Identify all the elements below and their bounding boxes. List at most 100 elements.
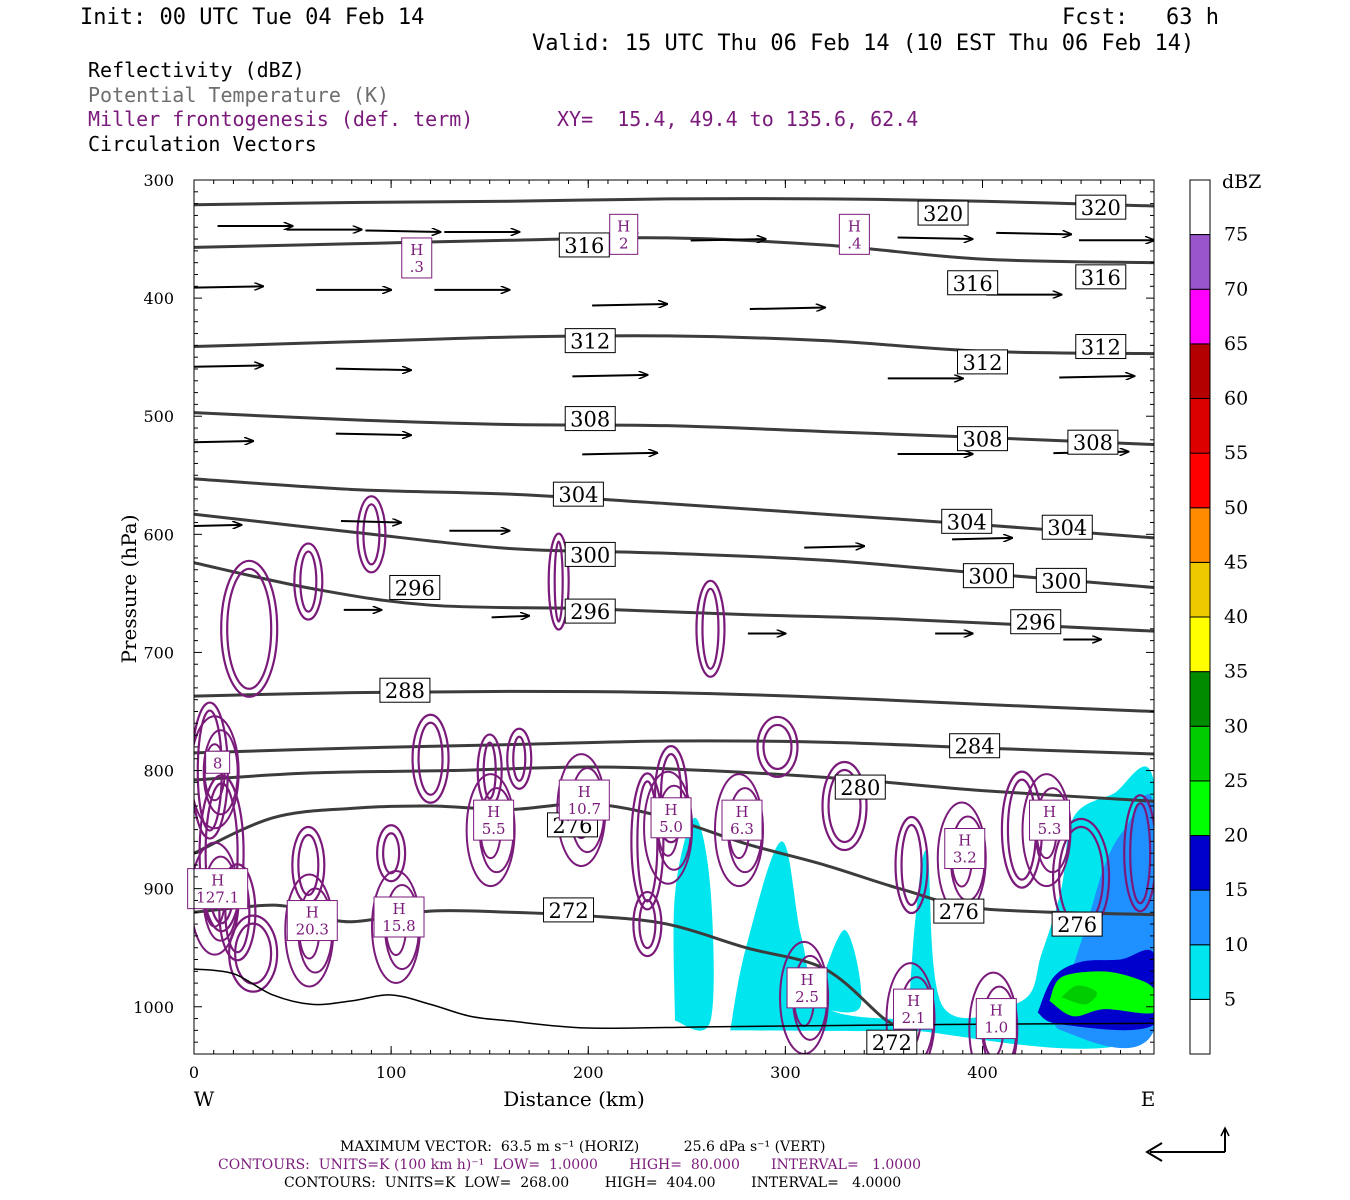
theta-label-text: 312	[570, 330, 610, 354]
theta-label-text: 296	[1016, 611, 1056, 635]
theta-label-text: 304	[1047, 516, 1087, 540]
theta-contour-label: 312	[957, 349, 1009, 375]
theta-label-text: 312	[1081, 336, 1121, 360]
frontogenesis-label-value: 5.0	[659, 818, 683, 836]
theta-label-box	[949, 733, 1001, 759]
footer-max-vector: MAXIMUM VECTOR: 63.5 m s⁻¹ (HORIZ) 25.6 …	[340, 1139, 826, 1155]
circulation-vector	[340, 521, 401, 523]
colorbar-level-label: 70	[1224, 278, 1248, 300]
frontogenesis-label-value: 15.8	[382, 917, 415, 935]
x-tick-label: 400	[967, 1063, 998, 1082]
frontogenesis-contour	[756, 715, 799, 779]
theta-contour-label: 308	[564, 406, 616, 432]
colorbar-level-label: 25	[1224, 770, 1248, 792]
colorbar-level-label: 45	[1224, 551, 1248, 573]
circulation-vector	[690, 239, 766, 241]
forecast-label: Fcst:	[1062, 5, 1129, 30]
theta-label-text: 308	[962, 428, 1002, 452]
theta-label-text: 276	[939, 900, 979, 924]
frontogenesis-label-value: 6.3	[730, 820, 754, 838]
circulation-vector	[1059, 376, 1134, 378]
frontogenesis-label-box	[786, 967, 828, 1009]
theta-contour-label: 300	[564, 541, 616, 567]
theta-contour-label: 296	[564, 598, 616, 624]
frontogenesis-label-box	[286, 900, 338, 942]
theta-label-box	[543, 897, 595, 923]
circulation-vector	[335, 369, 411, 371]
colorbar-segment	[1189, 507, 1211, 563]
frontogenesis-contour	[630, 772, 665, 911]
theta-label-text: 276	[1057, 913, 1097, 937]
colorbar-level-label: 15	[1224, 879, 1248, 901]
frontogenesis-contour	[356, 495, 387, 574]
contour-labels: 320 320 316 316 316 312 312 312 308 308 308 304 304 3…	[187, 194, 1127, 1055]
frontogenesis-contour	[382, 832, 401, 875]
colorbar-segment	[1189, 944, 1211, 1000]
theta-label-box	[947, 270, 999, 296]
frontogenesis-label-h: H	[990, 1002, 1003, 1020]
frontogenesis-max-label: H2.5	[786, 967, 828, 1009]
theta-contour-label: 272	[866, 1029, 918, 1055]
theta-contour-label: 296	[1010, 609, 1062, 635]
x-tick-label: 100	[376, 1063, 407, 1082]
frontogenesis-contour	[695, 579, 726, 678]
frontogenesis-label-value: 8	[213, 754, 223, 772]
frontogenesis-max-label: H1.0	[975, 998, 1017, 1040]
frontogenesis-label-h: H	[848, 217, 861, 235]
legend-xy-endpoints: XY= 15.4, 49.4 to 135.6, 62.4	[557, 107, 919, 131]
terrain-line	[193, 968, 1155, 1030]
frontogenesis-contour	[376, 824, 407, 883]
theta-label-box	[564, 406, 616, 432]
colorbar-level-label: 10	[1224, 934, 1248, 956]
theta-contour-label: 284	[949, 733, 1001, 759]
y-tick-label: 300	[143, 171, 174, 190]
frontogenesis-contour	[506, 727, 533, 790]
frontogenesis-contour	[482, 741, 497, 800]
theta-label-box	[1075, 194, 1127, 220]
frontogenesis-max-label: H15.8	[373, 896, 425, 938]
frontogenesis-max-label: H5.0	[650, 797, 692, 839]
frontogenesis-max-label: H2	[609, 213, 639, 255]
theta-label-text: 272	[548, 899, 588, 923]
theta-label-box	[941, 508, 993, 534]
circulation-vector	[749, 308, 825, 310]
frontogenesis-label-value: .4	[847, 234, 861, 252]
legend-reflectivity: Reflectivity (dBZ)	[88, 58, 305, 82]
frontogenesis-label-box	[975, 998, 1017, 1040]
colorbar-segment	[1189, 616, 1211, 673]
circulation-vector	[194, 441, 253, 443]
colorbar-level-label: 55	[1224, 442, 1248, 464]
frontogenesis-label-h: H	[306, 904, 319, 922]
circulation-vector	[996, 233, 1071, 235]
theta-label-box	[564, 328, 616, 354]
theta-contour-label: 300	[962, 563, 1014, 589]
colorbar-level-label: 75	[1224, 224, 1248, 246]
y-tick-label: 600	[143, 525, 174, 544]
theta-contour-label: 304	[552, 481, 604, 507]
frontogenesis-contour	[638, 898, 657, 950]
circulation-vector	[952, 538, 1012, 540]
frontogenesis-contour	[465, 773, 516, 888]
init-time: Init: 00 UTC Tue 04 Feb 14	[80, 5, 425, 30]
frontogenesis-contour	[220, 559, 279, 698]
theta-label-text: 300	[968, 565, 1008, 589]
frontogenesis-contour	[968, 971, 1019, 1054]
theta-label-text: 304	[947, 510, 987, 534]
frontogenesis-label-h: H	[487, 803, 500, 821]
frontogenesis-contour	[1021, 773, 1072, 888]
frontogenesis-label-value: 1.0	[984, 1019, 1008, 1037]
frontogenesis-label-box	[373, 896, 425, 938]
frontogenesis-label-h: H	[907, 992, 920, 1010]
theta-contour-label: 308	[1067, 429, 1119, 455]
theta-contour-label: 320	[1075, 194, 1127, 220]
frontogenesis-contour	[701, 587, 720, 670]
frontogenesis-contour	[204, 782, 239, 925]
theta-contour-label: 276	[1051, 911, 1103, 937]
frontogenesis-contour	[643, 770, 694, 885]
legend-vectors: Circulation Vectors	[88, 132, 317, 156]
theta-contour-label: 312	[1075, 334, 1127, 360]
frontogenesis-contour	[632, 890, 663, 958]
theta-contour-label: 316	[1075, 264, 1127, 290]
frontogenesis-contour	[299, 550, 318, 613]
footer-contours-theta: CONTOURS: UNITS=K LOW= 268.00 HIGH= 404.…	[284, 1175, 902, 1191]
